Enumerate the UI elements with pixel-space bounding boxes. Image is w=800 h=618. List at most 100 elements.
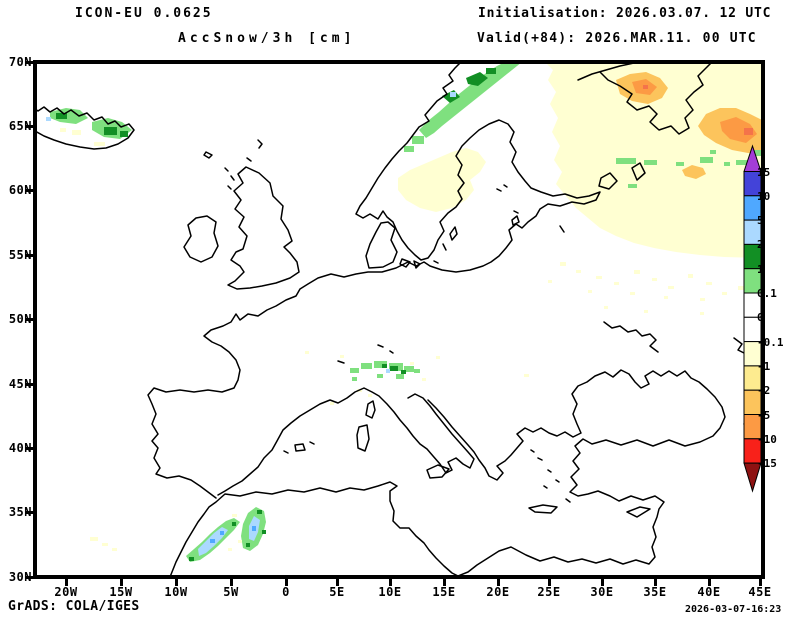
snow-shaded-region — [700, 157, 713, 163]
snow-shaded-region — [664, 296, 668, 299]
coastline — [337, 360, 345, 364]
snow-shaded-region — [466, 72, 488, 86]
snow-shaded-region — [422, 378, 426, 381]
lon-tick — [285, 579, 288, 586]
coastline — [543, 485, 548, 489]
lon-tick — [389, 579, 392, 586]
snow-shaded-region — [350, 368, 359, 373]
coastline — [377, 344, 384, 348]
coastline — [203, 151, 213, 159]
snow-shaded-region — [246, 543, 250, 547]
lon-axis-label: 25E — [537, 585, 561, 599]
snow-shaded-region — [643, 85, 648, 89]
lat-tick — [26, 383, 33, 386]
lat-axis-label: 40N — [8, 441, 32, 455]
coastline — [503, 184, 508, 188]
snow-shaded-region — [720, 117, 757, 143]
colorbar-level-label: 2 — [757, 238, 764, 252]
coastline — [547, 469, 552, 473]
snow-shaded-region — [252, 526, 256, 531]
lat-axis-label: 55N — [8, 248, 32, 262]
generation-timestamp: 2026-03-07-16:23 — [685, 604, 782, 615]
coastline — [230, 175, 235, 181]
snow-shaded-region — [382, 364, 387, 368]
snow-shaded-region — [414, 369, 420, 373]
snow-shaded-region — [736, 160, 747, 165]
snow-shaded-region — [102, 543, 108, 546]
snow-shaded-region — [396, 374, 404, 379]
snow-shaded-region — [238, 540, 242, 543]
lon-tick — [654, 579, 657, 586]
lon-axis-label: 20W — [54, 585, 78, 599]
coastline — [217, 387, 475, 496]
lon-tick — [601, 579, 604, 586]
lon-axis-label: 20E — [486, 585, 510, 599]
snow-shaded-region — [60, 128, 66, 132]
snow-shaded-region — [46, 117, 51, 121]
snow-shaded-region — [576, 270, 581, 273]
coastline — [530, 449, 535, 453]
model-name: ICON-EU 0.0625 — [75, 6, 213, 21]
coastline — [365, 221, 398, 269]
lon-axis-label: 15W — [109, 585, 133, 599]
lat-tick — [26, 576, 33, 579]
lon-tick — [336, 579, 339, 586]
coastline — [511, 215, 520, 226]
snow-shaded-region — [386, 369, 390, 373]
coastline — [598, 172, 618, 190]
coastline — [355, 64, 601, 273]
snow-shaded-region — [524, 374, 529, 377]
snow-shaded-region — [112, 548, 117, 551]
snow-shaded-region — [738, 286, 744, 290]
lon-tick — [548, 579, 551, 586]
lon-axis-label: 5E — [329, 585, 345, 599]
lat-tick — [26, 254, 33, 257]
coastline — [227, 185, 232, 190]
snow-shaded-region — [700, 298, 705, 301]
lat-tick — [26, 189, 33, 192]
snow-shaded-region — [361, 363, 372, 369]
coastline — [246, 157, 252, 162]
snow-shaded-region — [232, 514, 237, 517]
lon-axis-label: 0 — [282, 585, 290, 599]
snow-shaded-region — [744, 128, 753, 135]
snow-shaded-region — [722, 292, 727, 295]
colorbar-level-label: -10 — [757, 432, 777, 446]
lat-tick — [26, 511, 33, 514]
coastline — [413, 260, 421, 269]
colorbar-level-label: 15 — [757, 165, 771, 179]
lon-axis-label: 10E — [378, 585, 402, 599]
coastline — [356, 424, 370, 452]
snow-shaded-region — [682, 165, 706, 179]
coastline — [528, 504, 558, 514]
coastline — [183, 215, 219, 263]
initialisation-time: Initialisation: 2026.03.07. 12 UTC — [478, 6, 772, 21]
snow-shaded-region — [706, 282, 712, 285]
coastline — [513, 210, 519, 214]
map-content — [37, 64, 761, 575]
snow-shaded-region — [412, 136, 424, 144]
coastline — [577, 64, 633, 81]
colorbar-level-label: 0.1 — [757, 287, 777, 300]
lon-tick — [443, 579, 446, 586]
coastline — [496, 188, 502, 192]
coastline — [399, 258, 411, 268]
snow-shaded-region — [120, 131, 128, 137]
snow-shaded-region — [257, 510, 262, 514]
snow-shaded-region — [548, 280, 552, 283]
colorbar-level-label: 10 — [757, 189, 771, 203]
snow-shaded-region — [710, 150, 716, 154]
valid-time: Valid(+84): 2026.MAR.11. 00 UTC — [477, 31, 757, 46]
snow-shaded-region — [390, 366, 398, 371]
snow-shaded-region — [232, 522, 236, 526]
snow-shaded-region — [377, 374, 383, 378]
coastline — [365, 400, 376, 419]
snow-shaded-region — [754, 150, 761, 156]
snow-shaded-region — [305, 351, 309, 354]
lon-tick — [759, 579, 762, 586]
snow-shaded-region — [410, 362, 414, 365]
snow-shaded-region — [644, 160, 657, 165]
snow-shaded-region — [189, 557, 194, 561]
